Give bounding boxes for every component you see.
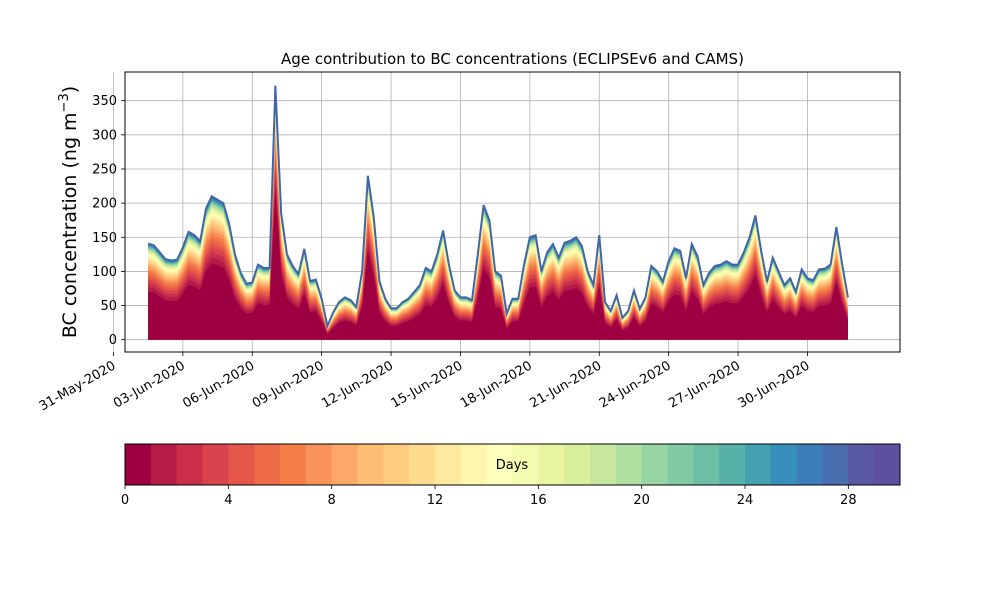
x-tick-label: 15-Jun-2020 [389,358,466,411]
colorbar-segment [228,444,255,485]
y-tick-label: 100 [92,265,117,280]
y-tick-label: 150 [92,231,117,246]
y-tick-label: 250 [92,162,117,177]
x-axis: 31-May-202003-Jun-202006-Jun-202009-Jun-… [37,352,813,414]
colorbar-segment [745,444,772,485]
colorbar-label: Days [496,458,529,473]
x-tick-label: 09-Jun-2020 [250,358,327,411]
colorbar-segment [409,444,436,485]
y-tick-label: 50 [100,299,117,314]
x-tick-label: 24-Jun-2020 [597,358,674,411]
y-axis: 0 50 100 150 200 250 300 350 [92,94,125,348]
colorbar [124,443,901,486]
colorbar-segment [874,444,901,485]
colorbar-segment [280,444,307,485]
colorbar-tick-label: 12 [427,493,444,508]
y-axis-label: BC concentration (ng m−3) [57,86,81,338]
colorbar-tick-label: 16 [530,493,547,508]
y-tick-label: 350 [92,94,117,109]
y-tick-label: 300 [92,128,117,143]
x-tick-label: 27-Jun-2020 [666,358,743,411]
colorbar-segment [641,444,668,485]
colorbar-segment [590,444,617,485]
colorbar-segment [822,444,849,485]
colorbar-segment [770,444,798,485]
colorbar-segment [693,444,720,485]
colorbar-segment [564,444,591,485]
colorbar-segment [667,444,694,485]
colorbar-segment [460,444,488,485]
colorbar-tick-label: 4 [224,493,232,508]
colorbar-segment [305,444,333,485]
y-axis-label-main: BC concentration (ng m [59,112,81,338]
colorbar-segment [512,444,539,485]
x-tick-label: 06-Jun-2020 [180,358,257,411]
colorbar-segment [176,444,203,485]
colorbar-tick-label: 28 [840,493,857,508]
colorbar-segment [796,444,823,485]
colorbar-segment [150,444,178,485]
colorbar-tick-label: 20 [633,493,650,508]
colorbar-segment [125,444,152,485]
colorbar-segment [615,444,643,485]
age-layer-day-0 [148,189,848,340]
colorbar-frame [124,443,901,486]
x-tick-label: 21-Jun-2020 [527,358,604,411]
colorbar-segment [254,444,281,485]
y-tick-label: 0 [109,333,117,348]
colorbar-tick-label: 0 [121,493,129,508]
colorbar-segment [357,444,384,485]
y-axis-label-close: ) [59,86,81,93]
colorbar-ticks: 0 4 8 12 16 20 24 28 [121,485,857,508]
colorbar-tick-label: 24 [737,493,754,508]
x-tick-label: 12-Jun-2020 [319,358,396,411]
y-tick-label: 200 [92,197,117,212]
colorbar-segment [331,444,358,485]
colorbar-segment [202,444,229,485]
colorbar-segment [719,444,746,485]
x-tick-label: 03-Jun-2020 [111,358,188,411]
colorbar-segment [848,444,875,485]
colorbar-segment [435,444,462,485]
colorbar-tick-label: 8 [328,493,336,508]
chart-title: Age contribution to BC concentrations (E… [281,50,744,68]
x-tick-label: 30-Jun-2020 [736,358,813,411]
plot-frame [124,71,901,353]
total-concentration-line [147,85,849,330]
colorbar-segment [486,444,513,485]
colorbar-segment [538,444,565,485]
x-tick-label: 31-May-2020 [37,358,119,414]
age-stacked-area [148,85,848,340]
x-tick-label: 18-Jun-2020 [458,358,535,411]
y-axis-label-superscript: −3 [57,93,72,112]
colorbar-segment [383,444,410,485]
